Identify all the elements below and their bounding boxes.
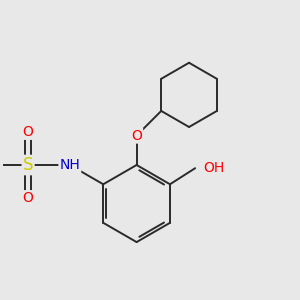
Text: O: O bbox=[23, 125, 34, 139]
Text: NH: NH bbox=[59, 158, 80, 172]
Text: O: O bbox=[23, 191, 34, 205]
Text: O: O bbox=[131, 128, 142, 142]
Text: OH: OH bbox=[203, 161, 224, 175]
Text: S: S bbox=[23, 156, 33, 174]
